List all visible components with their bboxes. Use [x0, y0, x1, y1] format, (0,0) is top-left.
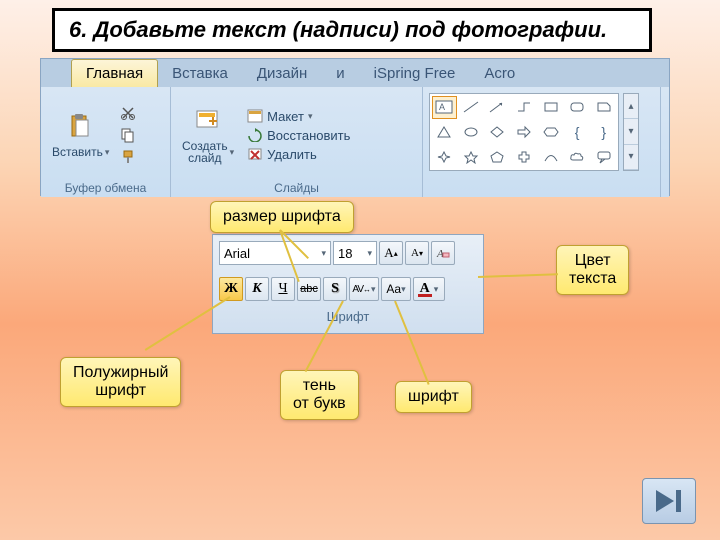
shape-textbox[interactable]: A	[432, 96, 457, 119]
tab-design[interactable]: Дизайн	[243, 59, 322, 87]
leader-color	[478, 273, 558, 278]
new-slide-icon	[192, 106, 224, 138]
shape-pent[interactable]	[485, 145, 510, 168]
layout-icon	[247, 109, 263, 123]
slides-group-label: Слайды	[177, 181, 416, 197]
strike-button[interactable]: abc	[297, 277, 321, 301]
shape-cloud[interactable]	[565, 145, 590, 168]
tab-home[interactable]: Главная	[71, 59, 158, 87]
font-name-value: Arial	[224, 246, 250, 261]
shape-line[interactable]	[459, 96, 484, 119]
shape-diamond[interactable]	[485, 121, 510, 144]
layout-button[interactable]: Макет ▾	[243, 107, 354, 126]
font-name-combo[interactable]: Arial▾	[219, 241, 331, 265]
copy-button[interactable]	[118, 125, 138, 145]
shapes-scroll[interactable]: ▴ ▾ ▾	[623, 93, 639, 171]
callout-color: Цвет текста	[556, 245, 629, 295]
new-slide-button[interactable]: Создать слайд ▾	[177, 103, 239, 167]
char-spacing-button[interactable]: AV↔▾	[349, 277, 379, 301]
restore-icon	[247, 128, 263, 142]
shape-star4[interactable]	[432, 145, 457, 168]
clipboard-mini	[118, 103, 138, 167]
delete-button[interactable]: Удалить	[243, 145, 354, 164]
restore-label: Восстановить	[267, 128, 350, 143]
slides-menu: Макет ▾ Восстановить Удалить	[243, 107, 354, 164]
shapes-gallery[interactable]: A { }	[429, 93, 619, 171]
shape-elbow[interactable]	[512, 96, 537, 119]
underline-button[interactable]: Ч	[271, 277, 295, 301]
callout-font: шрифт	[395, 381, 472, 413]
tab-acro[interactable]: Acro	[470, 59, 530, 87]
paste-button[interactable]: Вставить ▾	[47, 108, 114, 162]
font-color-button[interactable]: A ▾	[413, 277, 445, 301]
shape-plus[interactable]	[512, 145, 537, 168]
shape-oval[interactable]	[459, 121, 484, 144]
svg-text:A: A	[439, 102, 445, 112]
grow-font-button[interactable]: A▴	[379, 241, 403, 265]
font-panel: Arial▾ 18▾ A▴ A▾ A Ж К Ч abc S AV↔▾ Aa▾ …	[212, 234, 484, 334]
cut-button[interactable]	[118, 103, 138, 123]
italic-button[interactable]: К	[245, 277, 269, 301]
shadow-button[interactable]: S	[323, 277, 347, 301]
delete-icon	[247, 147, 263, 161]
paste-label: Вставить	[52, 145, 103, 159]
shape-arrow[interactable]	[485, 96, 510, 119]
shape-snip[interactable]	[591, 96, 616, 119]
group-shapes: A { }	[423, 87, 661, 197]
ribbon: Главная Вставка Дизайн и iSpring Free Ac…	[40, 58, 670, 196]
shape-hex[interactable]	[538, 121, 563, 144]
shape-arc[interactable]	[538, 145, 563, 168]
shape-brace-l[interactable]: {	[565, 121, 590, 144]
ribbon-tabs: Главная Вставка Дизайн и iSpring Free Ac…	[41, 59, 669, 87]
scroll-up-icon[interactable]: ▴	[624, 94, 638, 119]
next-slide-button[interactable]	[642, 478, 696, 524]
group-slides: Создать слайд ▾ Макет ▾ Восстановить Уда…	[171, 87, 423, 197]
shape-roundrect[interactable]	[565, 96, 590, 119]
clipboard-group-label: Буфер обмена	[47, 181, 164, 197]
tab-insert[interactable]: Вставка	[158, 59, 243, 87]
tab-and[interactable]: и	[322, 59, 359, 87]
shape-star5[interactable]	[459, 145, 484, 168]
format-painter-button[interactable]	[118, 147, 138, 167]
new-slide-label: Создать слайд	[182, 140, 228, 164]
delete-label: Удалить	[267, 147, 317, 162]
restore-button[interactable]: Восстановить	[243, 126, 354, 145]
clear-format-button[interactable]: A	[431, 241, 455, 265]
shape-triangle[interactable]	[432, 121, 457, 144]
change-case-button[interactable]: Aa▾	[381, 277, 411, 301]
scroll-down-icon[interactable]: ▾	[624, 119, 638, 144]
callout-shadow: тень от букв	[280, 370, 359, 420]
shape-block-arrow[interactable]	[512, 121, 537, 144]
bold-button[interactable]: Ж	[219, 277, 243, 301]
shape-rect[interactable]	[538, 96, 563, 119]
font-size-combo[interactable]: 18▾	[333, 241, 377, 265]
shape-callout[interactable]	[591, 145, 616, 168]
instruction-title: 6. Добавьте текст (надписи) под фотограф…	[52, 8, 652, 52]
font-group-label: Шрифт	[213, 307, 483, 326]
ribbon-body: Вставить ▾ Буфер обмена Создать слайд ▾	[41, 87, 669, 197]
tab-ispring[interactable]: iSpring Free	[360, 59, 471, 87]
shape-brace-r[interactable]: }	[591, 121, 616, 144]
layout-label: Макет	[267, 109, 304, 124]
callout-bold: Полужирный шрифт	[60, 357, 181, 407]
next-icon	[652, 486, 686, 516]
scroll-more-icon[interactable]: ▾	[624, 145, 638, 170]
callout-size: размер шрифта	[210, 201, 354, 233]
group-clipboard: Вставить ▾ Буфер обмена	[41, 87, 171, 197]
shrink-font-button[interactable]: A▾	[405, 241, 429, 265]
paste-icon	[65, 111, 97, 143]
font-size-value: 18	[338, 246, 352, 261]
